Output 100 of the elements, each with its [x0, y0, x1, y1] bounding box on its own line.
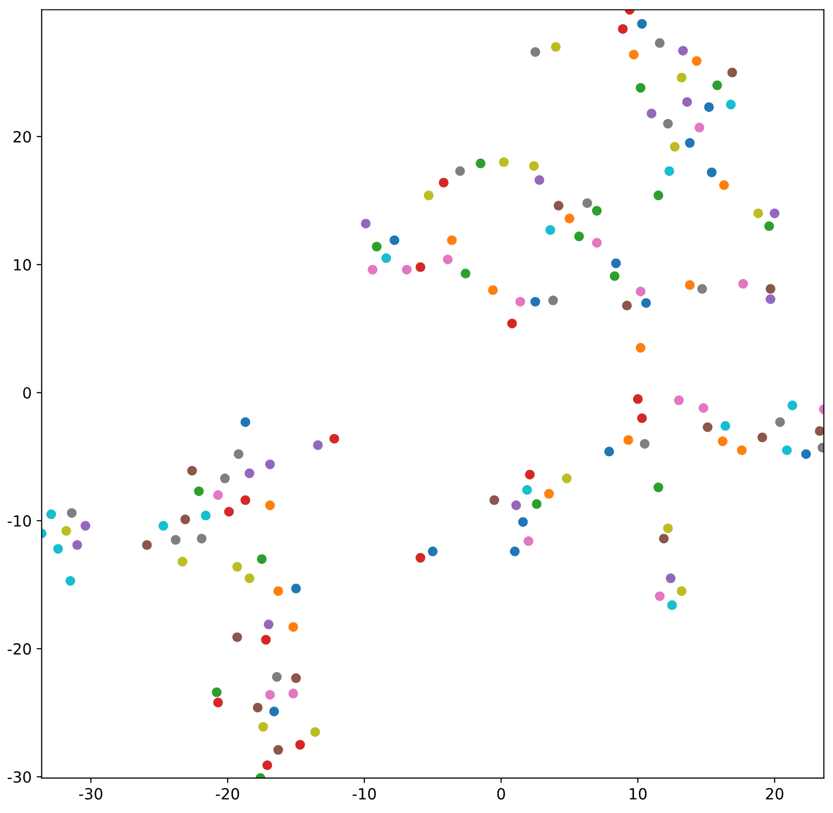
- point: [60, 525, 72, 536]
- point: [252, 702, 264, 714]
- point: [177, 556, 188, 568]
- point: [200, 510, 212, 521]
- point: [786, 400, 798, 411]
- point: [219, 472, 230, 484]
- point: [678, 45, 688, 56]
- point: [442, 254, 454, 265]
- y-tick-label: 10: [14, 259, 31, 271]
- point: [196, 533, 208, 544]
- point: [193, 486, 204, 497]
- point: [639, 438, 650, 450]
- point: [662, 118, 674, 130]
- point: [328, 433, 340, 444]
- point: [669, 141, 680, 152]
- point: [736, 444, 748, 456]
- point: [475, 158, 486, 169]
- point: [662, 522, 674, 534]
- point: [636, 18, 648, 30]
- point: [582, 198, 593, 209]
- point: [312, 440, 324, 451]
- point: [635, 342, 646, 354]
- point: [360, 218, 372, 230]
- point: [561, 472, 572, 484]
- y-tick-label: 20: [14, 130, 31, 143]
- point: [550, 41, 562, 52]
- point: [438, 177, 450, 188]
- point: [530, 296, 541, 308]
- point: [591, 237, 602, 248]
- y-tick-label: -10: [8, 515, 31, 527]
- point: [142, 540, 152, 550]
- point: [271, 671, 282, 682]
- point: [211, 686, 222, 698]
- point: [666, 600, 678, 611]
- point: [676, 72, 688, 84]
- point: [488, 494, 500, 506]
- point: [524, 469, 536, 480]
- point: [446, 234, 458, 246]
- point: [262, 760, 273, 771]
- point: [548, 294, 559, 306]
- point: [635, 286, 646, 297]
- point: [769, 208, 780, 219]
- point: [654, 590, 666, 602]
- point: [233, 448, 244, 460]
- x-tick-label: -10: [352, 788, 376, 800]
- point: [290, 672, 302, 684]
- point: [676, 586, 688, 597]
- point: [531, 498, 542, 510]
- x-tick-label: -30: [79, 788, 102, 800]
- point: [717, 436, 728, 447]
- point: [712, 80, 723, 91]
- y-tick-label: -20: [8, 643, 31, 655]
- x-tick-label: 0: [497, 788, 505, 800]
- point: [290, 583, 302, 594]
- point: [288, 622, 299, 632]
- point: [764, 220, 775, 232]
- point: [232, 561, 243, 572]
- point: [696, 283, 708, 294]
- point: [684, 137, 696, 148]
- point: [180, 514, 191, 525]
- point: [725, 99, 736, 110]
- point: [664, 166, 675, 177]
- point: [371, 241, 382, 252]
- x-tick-label: -20: [216, 788, 240, 800]
- point: [621, 300, 632, 311]
- point: [294, 739, 306, 750]
- point: [264, 689, 276, 700]
- y-tick-label: 0: [23, 387, 31, 399]
- point: [256, 554, 268, 565]
- point: [706, 166, 718, 178]
- point: [46, 508, 57, 520]
- point: [673, 394, 684, 406]
- point: [509, 546, 520, 557]
- point: [52, 543, 64, 554]
- point: [622, 434, 634, 446]
- point: [636, 412, 648, 424]
- point: [268, 706, 280, 717]
- point: [684, 280, 696, 290]
- point: [401, 264, 412, 276]
- point: [389, 234, 400, 246]
- point: [415, 262, 426, 273]
- point: [264, 500, 276, 511]
- point: [244, 468, 255, 479]
- point: [640, 298, 652, 308]
- point: [460, 268, 471, 279]
- point: [510, 500, 522, 511]
- point: [704, 102, 714, 112]
- point: [260, 634, 272, 646]
- x-tick-label: 20: [766, 788, 784, 800]
- point: [691, 56, 702, 66]
- point: [498, 156, 510, 168]
- point: [774, 416, 786, 428]
- point: [604, 446, 615, 457]
- point: [523, 536, 534, 547]
- point: [694, 122, 705, 133]
- point: [212, 697, 224, 708]
- point: [170, 534, 182, 546]
- point: [720, 420, 731, 432]
- point: [528, 160, 540, 172]
- point: [617, 24, 628, 34]
